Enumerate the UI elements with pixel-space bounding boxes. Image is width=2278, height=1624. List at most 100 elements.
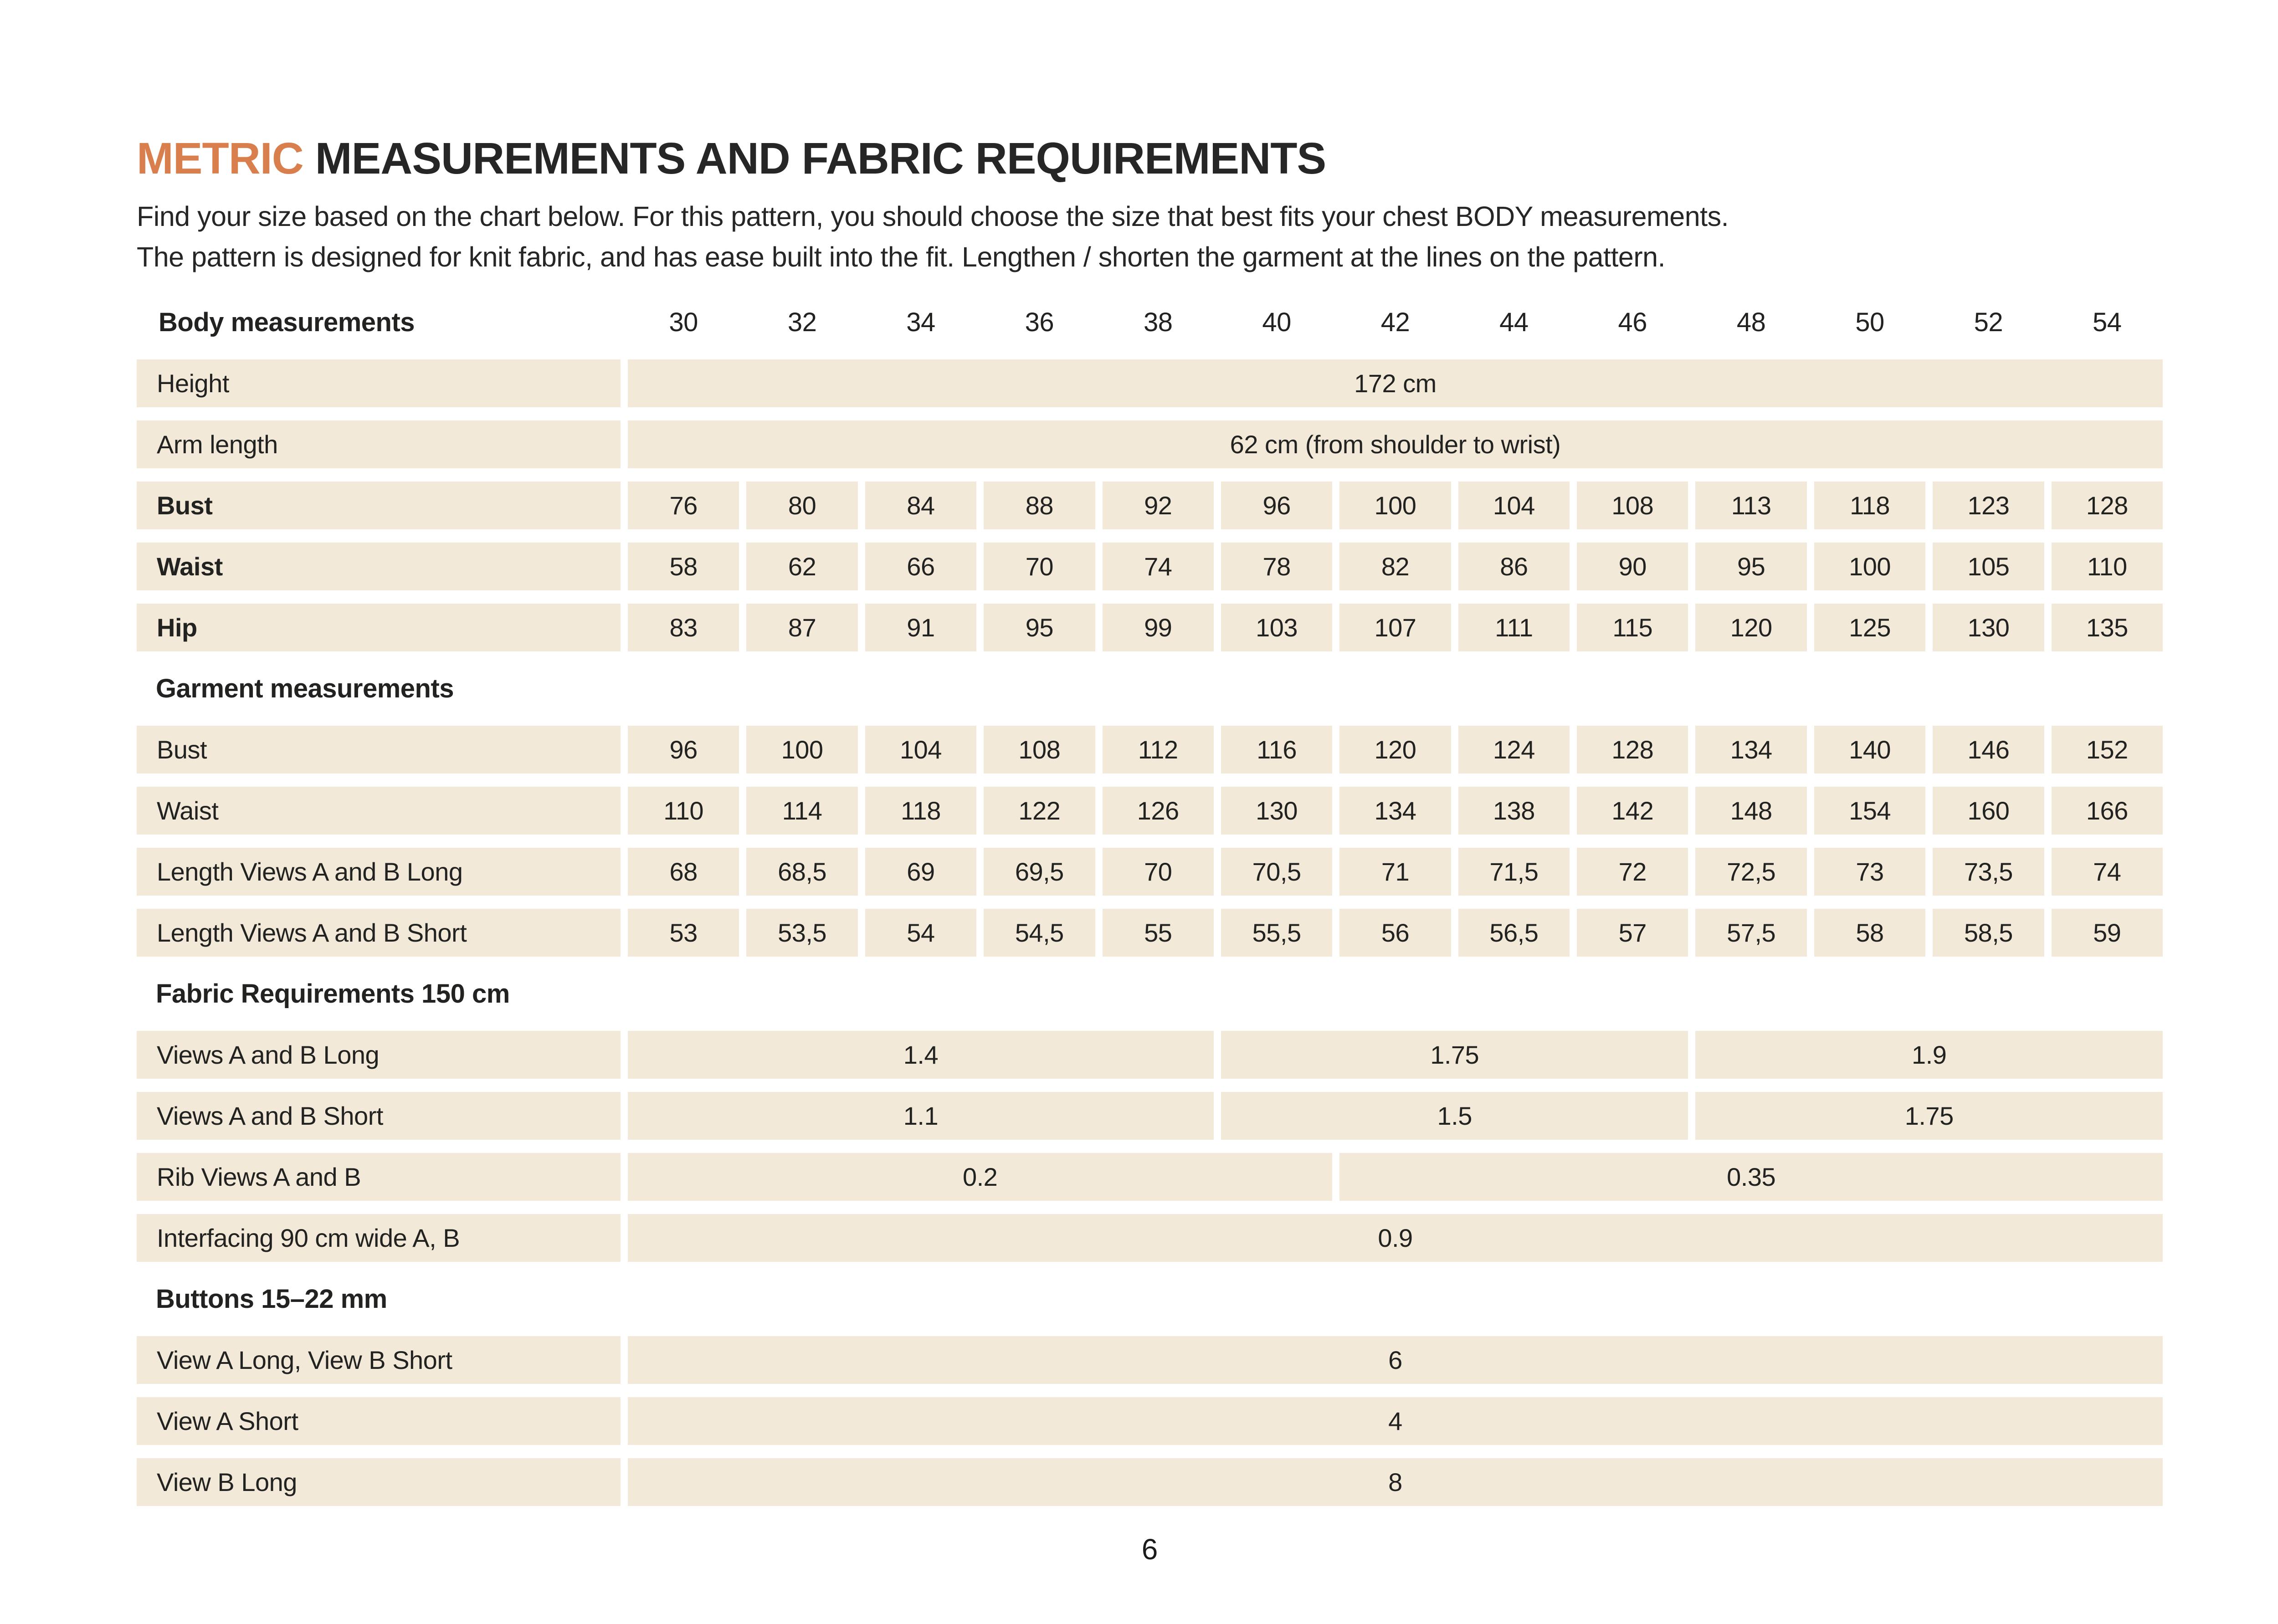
- value-cell: 53,5: [746, 908, 858, 957]
- value-cell: 53: [628, 908, 739, 957]
- row-label: Interfacing 90 cm wide A, B: [137, 1214, 621, 1262]
- value-cell: 57,5: [1695, 908, 1807, 957]
- size-header-34: 34: [906, 307, 935, 337]
- value-cell: 110: [2051, 542, 2163, 590]
- value-cell: 70: [984, 542, 1095, 590]
- row-label: Arm length: [137, 420, 621, 468]
- value-cell: 88: [984, 481, 1095, 529]
- row-label: View A Long, View B Short: [137, 1336, 621, 1384]
- value-cell: 123: [1933, 481, 2044, 529]
- value-cell: 140: [1814, 725, 1926, 774]
- value-cell: 125: [1814, 603, 1926, 651]
- value-cell: 68,5: [746, 847, 858, 896]
- section-header: Buttons 15–22 mm: [137, 1275, 2163, 1323]
- value-cell: 100: [746, 725, 858, 774]
- size-header-40: 40: [1262, 307, 1291, 337]
- row-label: Views A and B Long: [137, 1030, 621, 1079]
- value-cell: 92: [1102, 481, 1214, 529]
- value-cell: 71: [1339, 847, 1451, 896]
- size-header-36: 36: [1025, 307, 1054, 337]
- value-cell: 135: [2051, 603, 2163, 651]
- value-cell: 95: [1695, 542, 1807, 590]
- value-cell: 55,5: [1221, 908, 1333, 957]
- merged-value-cell: 0.9: [628, 1214, 2163, 1262]
- value-cell: 104: [865, 725, 977, 774]
- section-header: Garment measurements: [137, 664, 2163, 712]
- value-cell: 100: [1814, 542, 1926, 590]
- row-label: Length Views A and B Short: [137, 908, 621, 957]
- value-cell: 90: [1577, 542, 1688, 590]
- value-cell: 95: [984, 603, 1095, 651]
- size-header-38: 38: [1143, 307, 1173, 337]
- row-label: Bust: [137, 481, 621, 529]
- value-cell: 73,5: [1933, 847, 2044, 896]
- value-cell: 59: [2051, 908, 2163, 957]
- value-cell: 130: [1221, 786, 1333, 835]
- value-cell: 99: [1102, 603, 1214, 651]
- value-cell: 62: [746, 542, 858, 590]
- value-cell: 100: [1339, 481, 1451, 529]
- value-cell: 142: [1577, 786, 1688, 835]
- value-cell: 58: [628, 542, 739, 590]
- value-cell: 105: [1933, 542, 2044, 590]
- value-cell: 83: [628, 603, 739, 651]
- value-cell: 108: [984, 725, 1095, 774]
- value-cell: 146: [1933, 725, 2044, 774]
- value-cell: 130: [1933, 603, 2044, 651]
- row-label: Rib Views A and B: [137, 1153, 621, 1201]
- section-header: Fabric Requirements 150 cm: [137, 969, 2163, 1018]
- intro-line-1: Find your size based on the chart below.…: [137, 200, 1729, 232]
- value-cell: 55: [1102, 908, 1214, 957]
- value-cell: 86: [1458, 542, 1570, 590]
- size-header-52: 52: [1974, 307, 2003, 337]
- merged-value-cell: 0.35: [1339, 1153, 2163, 1201]
- value-cell: 104: [1458, 481, 1570, 529]
- page-title-rest: MEASUREMENTS AND FABRIC REQUIREMENTS: [315, 133, 1326, 183]
- row-label: Waist: [137, 786, 621, 835]
- merged-value-cell: 1.9: [1695, 1030, 2163, 1079]
- value-cell: 76: [628, 481, 739, 529]
- value-cell: 54,5: [984, 908, 1095, 957]
- size-header-30: 30: [669, 307, 698, 337]
- value-cell: 87: [746, 603, 858, 651]
- value-cell: 114: [746, 786, 858, 835]
- value-cell: 118: [1814, 481, 1926, 529]
- value-cell: 128: [1577, 725, 1688, 774]
- value-cell: 69: [865, 847, 977, 896]
- value-cell: 108: [1577, 481, 1688, 529]
- value-cell: 57: [1577, 908, 1688, 957]
- merged-value-cell: 1.5: [1221, 1091, 1688, 1140]
- value-cell: 74: [2051, 847, 2163, 896]
- value-cell: 134: [1339, 786, 1451, 835]
- merged-value-cell: 172 cm: [628, 359, 2163, 407]
- value-cell: 103: [1221, 603, 1333, 651]
- row-label: View A Short: [137, 1397, 621, 1445]
- value-cell: 74: [1102, 542, 1214, 590]
- value-cell: 68: [628, 847, 739, 896]
- merged-value-cell: 62 cm (from shoulder to wrist): [628, 420, 2163, 468]
- value-cell: 122: [984, 786, 1095, 835]
- value-cell: 120: [1339, 725, 1451, 774]
- value-cell: 116: [1221, 725, 1333, 774]
- value-cell: 71,5: [1458, 847, 1570, 896]
- size-header-32: 32: [787, 307, 817, 337]
- value-cell: 72,5: [1695, 847, 1807, 896]
- intro-paragraph: Find your size based on the chart below.…: [137, 196, 2163, 277]
- size-table: Body measurements 30 32 34 36 38 40 42 44 46 48 50 5…: [137, 298, 2163, 1506]
- value-cell: 91: [865, 603, 977, 651]
- size-header-54: 54: [2093, 307, 2122, 337]
- size-header-48: 48: [1736, 307, 1766, 337]
- merged-value-cell: 4: [628, 1397, 2163, 1445]
- size-header-50: 50: [1855, 307, 1884, 337]
- page-title: METRIC MEASUREMENTS AND FABRIC REQUIREME…: [137, 133, 2163, 183]
- size-header-44: 44: [1499, 307, 1529, 337]
- value-cell: 148: [1695, 786, 1807, 835]
- value-cell: 154: [1814, 786, 1926, 835]
- page-number: 6: [1141, 1532, 1158, 1566]
- value-cell: 96: [628, 725, 739, 774]
- row-label: Length Views A and B Long: [137, 847, 621, 896]
- row-label: View B Long: [137, 1458, 621, 1506]
- value-cell: 58,5: [1933, 908, 2044, 957]
- merged-value-cell: 1.75: [1221, 1030, 1688, 1079]
